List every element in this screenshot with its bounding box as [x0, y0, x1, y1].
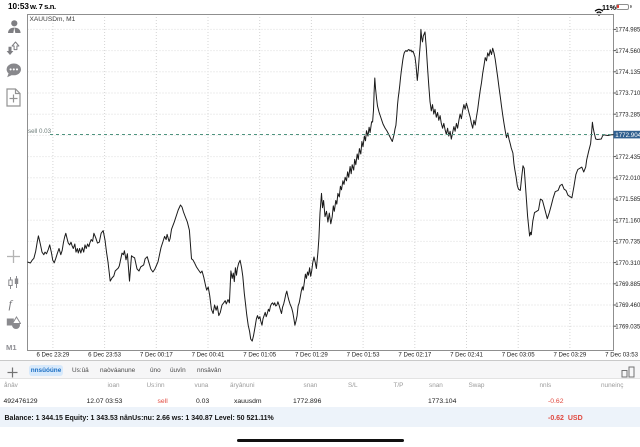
svg-text:1769.885: 1769.885	[615, 282, 640, 288]
svg-text:7 Dec 03:53: 7 Dec 03:53	[605, 352, 638, 359]
svg-text:1769.035: 1769.035	[615, 324, 640, 330]
svg-text:1769.460: 1769.460	[615, 303, 640, 309]
svg-text:1774.560: 1774.560	[615, 49, 640, 55]
svg-text:7 Dec 03:05: 7 Dec 03:05	[502, 352, 535, 359]
svg-text:6 Dec 23:29: 6 Dec 23:29	[36, 352, 69, 359]
svg-text:7 Dec 03:29: 7 Dec 03:29	[553, 352, 586, 359]
svg-text:1770.735: 1770.735	[615, 240, 640, 246]
svg-text:1772.010: 1772.010	[615, 176, 640, 182]
svg-text:1771.585: 1771.585	[615, 197, 640, 203]
svg-text:7 Dec 02:41: 7 Dec 02:41	[450, 352, 483, 359]
svg-text:7 Dec 01:05: 7 Dec 01:05	[243, 352, 276, 359]
svg-text:7 Dec 01:53: 7 Dec 01:53	[347, 352, 380, 359]
svg-text:1772.904: 1772.904	[615, 132, 640, 139]
svg-text:7 Dec 00:41: 7 Dec 00:41	[192, 352, 225, 359]
svg-text:1774.135: 1774.135	[615, 70, 640, 76]
svg-text:7 Dec 00:17: 7 Dec 00:17	[140, 352, 173, 359]
svg-text:1771.160: 1771.160	[615, 218, 640, 224]
svg-text:7 Dec 02:17: 7 Dec 02:17	[398, 352, 431, 359]
svg-text:6 Dec 23:53: 6 Dec 23:53	[88, 352, 121, 359]
svg-text:1773.285: 1773.285	[615, 112, 640, 118]
svg-text:1770.310: 1770.310	[615, 261, 640, 267]
svg-text:1773.710: 1773.710	[615, 91, 640, 97]
svg-text:7 Dec 01:29: 7 Dec 01:29	[295, 352, 328, 359]
svg-text:1774.985: 1774.985	[615, 28, 640, 34]
svg-text:XAUUSDm, M1: XAUUSDm, M1	[30, 16, 76, 23]
svg-text:sell 0.03: sell 0.03	[28, 128, 52, 135]
svg-text:1772.435: 1772.435	[615, 155, 640, 161]
